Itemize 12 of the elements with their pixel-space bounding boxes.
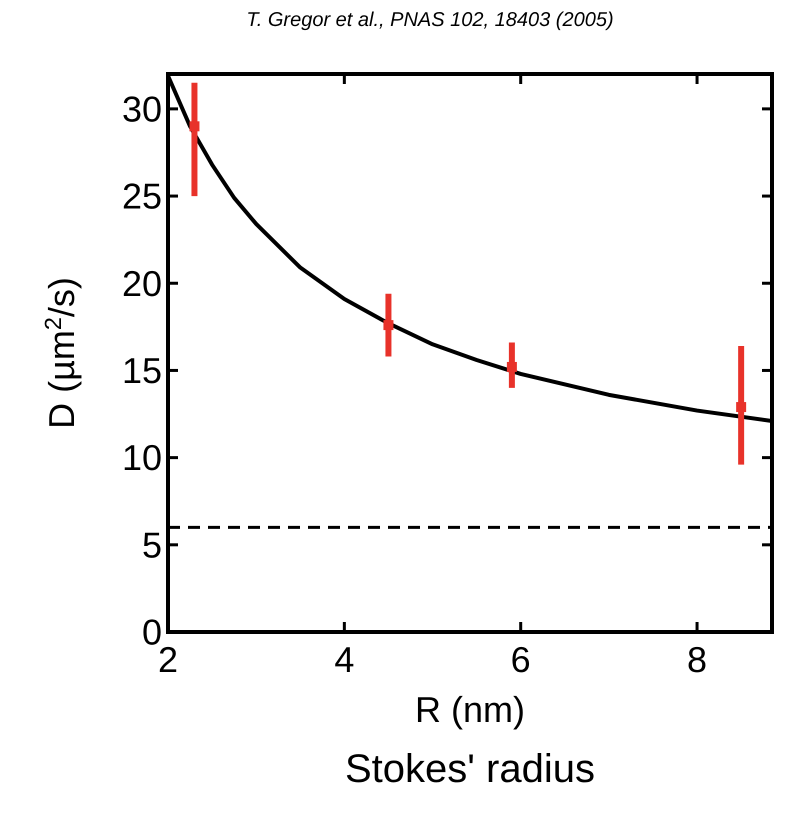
y-tick-label: 20 [122, 262, 162, 304]
y-tick-label: 15 [122, 350, 162, 392]
x-tick-label: 6 [510, 639, 531, 680]
y-tick-label: 10 [122, 437, 162, 478]
x-tick-label: 8 [687, 639, 708, 680]
y-tick-label: 5 [142, 524, 162, 566]
y-tick-label: 25 [122, 176, 162, 217]
x-tick-label: 4 [334, 639, 354, 680]
y-tick-label: 30 [122, 88, 162, 130]
text: Stokes' radius [345, 747, 595, 791]
x-axis-title: R (nm) [415, 689, 525, 730]
chart-title: T. Gregor et al., PNAS 102, 18403 (2005) [246, 9, 614, 31]
